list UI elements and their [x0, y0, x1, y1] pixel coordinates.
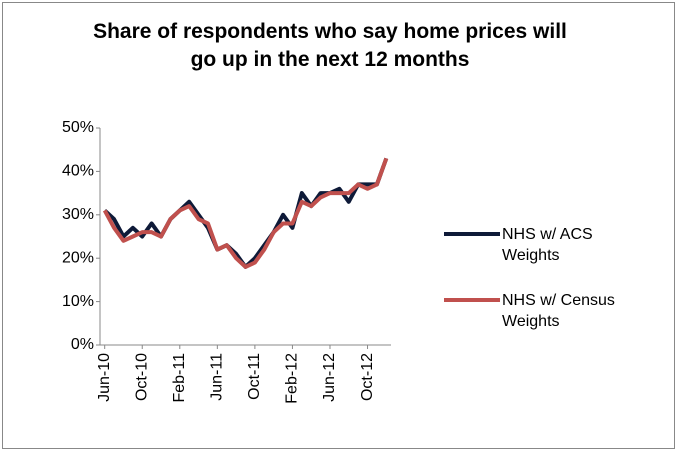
data-line: [103, 157, 389, 269]
x-tick-label: Jun-10: [96, 353, 113, 402]
x-tick-label: Jun-12: [321, 353, 338, 402]
y-tick-label: 40%: [62, 163, 94, 180]
x-tick-label: Jun-11: [209, 353, 226, 401]
chart-title: Share of respondents who say home prices…: [93, 20, 567, 71]
y-tick-label: 0%: [71, 336, 94, 353]
legend-label: NHS w/ Census Weights: [502, 292, 615, 330]
x-tick-label: Feb-11: [171, 353, 188, 403]
chart-border: [2, 2, 675, 449]
x-tick-label: Oct-12: [359, 353, 376, 401]
x-tick-label: Oct-11: [246, 353, 263, 400]
y-tick-label: 50%: [62, 119, 94, 136]
x-tick-label: Oct-10: [133, 353, 150, 401]
x-tick-label: Feb-12: [284, 353, 301, 404]
legend-label: NHS w/ ACS Weights: [502, 226, 593, 264]
y-tick-label: 10%: [62, 293, 94, 310]
y-tick-label: 30%: [62, 206, 94, 223]
y-tick-label: 20%: [62, 249, 94, 266]
data-line: [102, 157, 389, 269]
